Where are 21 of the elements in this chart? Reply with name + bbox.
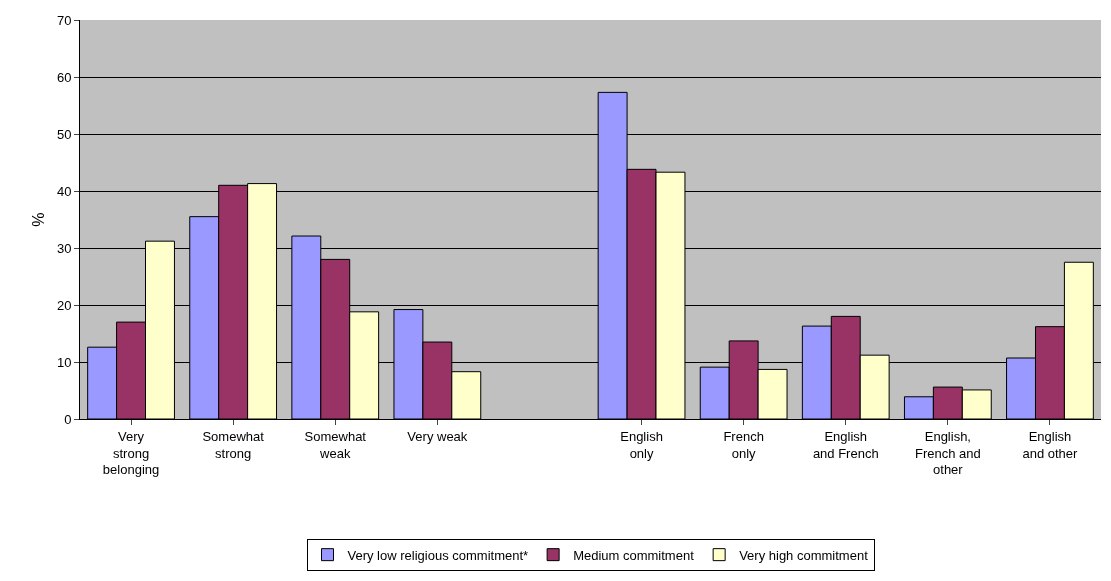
- x-tick-label: English, French and other: [914, 428, 981, 478]
- y-tick-label: 70: [56, 12, 72, 28]
- y-tick-label: 40: [56, 183, 72, 199]
- x-tick-label: Somewhat weak: [304, 428, 367, 461]
- legend-label: Very high commitment: [739, 547, 869, 563]
- y-tick-label: 10: [56, 354, 72, 370]
- y-tick-label: 20: [56, 297, 72, 313]
- legend-label: Very low religious commitment*: [347, 547, 529, 563]
- x-tick-label: English and French: [812, 428, 879, 461]
- y-tick-label: 30: [56, 240, 72, 256]
- x-tick-label: Very weak: [407, 428, 468, 444]
- x-tick-label: French only: [723, 428, 764, 461]
- y-tick-label: 0: [64, 411, 72, 427]
- y-tick-label: 60: [56, 69, 72, 85]
- x-tick-label: English and other: [1022, 428, 1079, 461]
- y-axis-title: %: [29, 212, 47, 227]
- y-tick-label: 50: [56, 126, 72, 142]
- x-tick-label: Somewhat strong: [202, 428, 265, 461]
- x-tick-label: Very strong belonging: [102, 428, 160, 478]
- legend-label: Medium commitment: [573, 547, 695, 563]
- x-tick-label: English only: [620, 428, 663, 461]
